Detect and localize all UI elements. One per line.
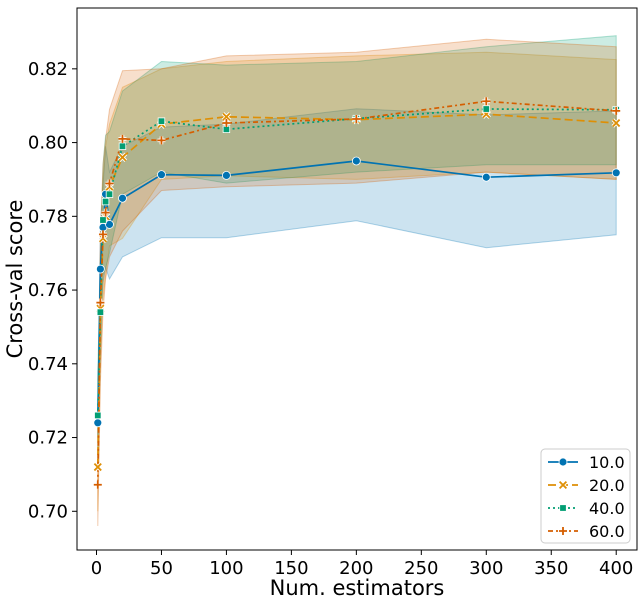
confidence-bands	[97, 35, 617, 527]
data-point-20.0	[612, 119, 621, 128]
legend-label-20.0: 20.0	[589, 476, 625, 495]
data-point-60.0	[612, 106, 621, 115]
data-point-60.0	[352, 114, 361, 123]
data-point-40.0	[118, 142, 127, 150]
x-tick-label: 200	[339, 558, 373, 579]
data-point-40.0	[99, 216, 107, 224]
y-tick-label: 0.80	[28, 133, 68, 154]
x-tick-label: 300	[469, 558, 503, 579]
y-tick-label: 0.78	[28, 206, 68, 227]
data-point-10.0	[222, 170, 231, 180]
legend: 10.0 20.0 40.0 60.0	[540, 448, 631, 544]
legend-box	[540, 448, 631, 544]
data-point-10.0	[481, 172, 491, 182]
data-point-20.0	[222, 112, 231, 121]
data-point-20.0	[118, 153, 127, 162]
x-tick-label: 0	[91, 558, 102, 579]
data-point-40.0	[482, 105, 490, 113]
y-tick-label: 0.72	[28, 428, 68, 449]
data-point-60.0	[98, 230, 107, 239]
data-point-10.0	[351, 156, 361, 166]
data-point-60.0	[222, 119, 231, 128]
x-tick-label: 150	[274, 558, 308, 579]
legend-label-10.0: 10.0	[589, 453, 625, 472]
series-line-60.0	[96, 100, 617, 485]
data-point-10.0	[93, 418, 103, 428]
plot-frame	[76, 7, 638, 551]
data-point-40.0	[94, 411, 102, 420]
y-tick-label: 0.76	[28, 280, 68, 301]
data-point-60.0	[96, 298, 105, 307]
x-axis-label: Num. estimators	[270, 576, 445, 600]
data-point-10.0	[105, 220, 114, 229]
legend-marker-40.0	[559, 504, 567, 512]
x-tick-label: 250	[404, 558, 438, 579]
data-point-60.0	[482, 97, 491, 106]
data-point-40.0	[101, 197, 110, 206]
confidence-band-20.0	[97, 51, 617, 512]
confidence-band-10.0	[97, 108, 617, 438]
x-tick-label: 50	[150, 558, 173, 579]
confidence-band-60.0	[97, 38, 617, 527]
data-point-10.0	[157, 170, 166, 180]
x-tick-label: 100	[209, 558, 243, 579]
x-tick-label: 400	[599, 558, 633, 579]
x-axis: 0 50 100 150 200 250 300 350 400	[91, 550, 633, 579]
series-markers	[93, 97, 621, 489]
data-point-60.0	[105, 179, 114, 188]
y-axis: 0.70 0.72 0.74 0.76 0.78 0.80 0.82	[28, 59, 77, 522]
x-tick-label: 350	[534, 558, 568, 579]
legend-marker-10.0	[558, 457, 568, 467]
legend-marker-20.0	[558, 480, 568, 490]
y-axis-label: Cross-val score	[3, 200, 27, 359]
data-point-60.0	[157, 136, 166, 145]
y-tick-label: 0.82	[28, 59, 68, 80]
data-point-10.0	[95, 264, 105, 274]
data-point-60.0	[93, 480, 102, 489]
legend-label-60.0: 60.0	[589, 522, 625, 541]
data-point-40.0	[96, 308, 105, 316]
data-point-60.0	[101, 208, 110, 217]
data-point-20.0	[93, 463, 102, 472]
legend-label-40.0: 40.0	[589, 499, 625, 518]
data-point-40.0	[157, 117, 166, 125]
data-point-40.0	[105, 190, 114, 198]
y-tick-label: 0.70	[28, 501, 68, 522]
data-point-10.0	[118, 193, 127, 203]
y-tick-label: 0.74	[28, 354, 68, 375]
confidence-band-40.0	[97, 35, 617, 460]
data-point-60.0	[118, 134, 127, 143]
data-point-10.0	[611, 168, 621, 178]
legend-marker-60.0	[559, 527, 567, 535]
